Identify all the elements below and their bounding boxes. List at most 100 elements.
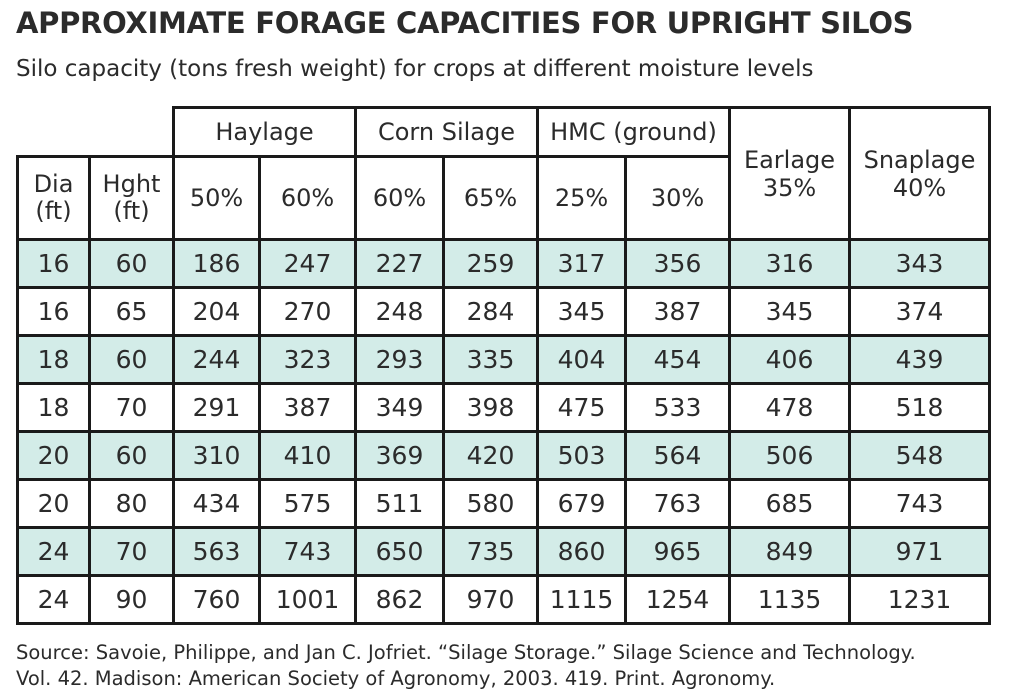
table-cell: 345 bbox=[728, 286, 851, 337]
table-row: 18 70 291 387 349 398 475 533 478 518 bbox=[16, 382, 991, 433]
table-cell: 291 bbox=[172, 382, 261, 433]
table-cell: 356 bbox=[624, 238, 731, 289]
subheader-haylage-50: 50% bbox=[172, 155, 261, 241]
table-cell: 1254 bbox=[624, 574, 731, 625]
header-dia: Dia (ft) bbox=[16, 155, 91, 241]
table-cell: 564 bbox=[624, 430, 731, 481]
table-cell: 650 bbox=[354, 526, 445, 577]
table-row: 24 90 760 1001 862 970 1115 1254 1135 12… bbox=[16, 574, 991, 625]
table-cell: 454 bbox=[624, 334, 731, 385]
table-cell: 506 bbox=[728, 430, 851, 481]
table-cell: 478 bbox=[728, 382, 851, 433]
table-cell: 743 bbox=[848, 478, 991, 529]
table-cell: 548 bbox=[848, 430, 991, 481]
table-row: 20 60 310 410 369 420 503 564 506 548 bbox=[16, 430, 991, 481]
table-header-group-row: Haylage Corn Silage HMC (ground) Earlage… bbox=[17, 106, 991, 241]
table-row: 16 60 186 247 227 259 317 356 316 343 bbox=[16, 238, 991, 289]
table-cell: 1001 bbox=[258, 574, 357, 625]
subheader-hmc-30: 30% bbox=[624, 155, 731, 241]
table-cell: 849 bbox=[728, 526, 851, 577]
subheader-hmc-25: 25% bbox=[536, 155, 627, 241]
table-cell: 533 bbox=[624, 382, 731, 433]
table-cell: 244 bbox=[172, 334, 261, 385]
table-row: 18 60 244 323 293 335 404 454 406 439 bbox=[16, 334, 991, 385]
table-cell: 1135 bbox=[728, 574, 851, 625]
table-cell: 24 bbox=[16, 574, 91, 625]
table-cell: 259 bbox=[442, 238, 539, 289]
table-cell: 60 bbox=[88, 238, 175, 289]
table-cell: 965 bbox=[624, 526, 731, 577]
header-earlage-label: Earlage bbox=[743, 145, 836, 174]
header-earlage: Earlage 35% bbox=[728, 106, 851, 241]
table-cell: 310 bbox=[172, 430, 261, 481]
table-cell: 860 bbox=[536, 526, 627, 577]
table-header-blank bbox=[17, 107, 175, 158]
table-row: 20 80 434 575 511 580 679 763 685 743 bbox=[16, 478, 991, 529]
table-cell: 20 bbox=[16, 478, 91, 529]
header-corn-silage: Corn Silage bbox=[354, 106, 539, 158]
table-cell: 65 bbox=[88, 286, 175, 337]
table-header-sub-row: Dia (ft) Hght (ft) 50% 60% 60% 65% 25% 3… bbox=[16, 155, 990, 241]
header-hght: Hght (ft) bbox=[88, 155, 175, 241]
table-cell: 284 bbox=[442, 286, 539, 337]
table-row: 16 65 204 270 248 284 345 387 345 374 bbox=[16, 286, 991, 337]
table-cell: 387 bbox=[258, 382, 357, 433]
header-snaplage-label: Snaplage bbox=[863, 145, 976, 174]
table-cell: 270 bbox=[258, 286, 357, 337]
table-cell: 763 bbox=[624, 478, 731, 529]
table-cell: 970 bbox=[442, 574, 539, 625]
table-cell: 387 bbox=[624, 286, 731, 337]
table-cell: 80 bbox=[88, 478, 175, 529]
table-cell: 420 bbox=[442, 430, 539, 481]
subheader-haylage-60: 60% bbox=[258, 155, 357, 241]
table-cell: 349 bbox=[354, 382, 445, 433]
table-cell: 18 bbox=[16, 334, 91, 385]
table-cell: 1231 bbox=[848, 574, 991, 625]
table-cell: 335 bbox=[442, 334, 539, 385]
table-cell: 70 bbox=[88, 526, 175, 577]
table-cell: 475 bbox=[536, 382, 627, 433]
table-cell: 317 bbox=[536, 238, 627, 289]
header-earlage-moisture: 35% bbox=[762, 173, 817, 202]
page-subtitle: Silo capacity (tons fresh weight) for cr… bbox=[16, 56, 814, 82]
header-hght-unit: (ft) bbox=[113, 197, 150, 225]
table-cell: 743 bbox=[258, 526, 357, 577]
table-cell: 24 bbox=[16, 526, 91, 577]
table-cell: 248 bbox=[354, 286, 445, 337]
forage-capacity-table: Haylage Corn Silage HMC (ground) Earlage… bbox=[16, 106, 991, 625]
table-cell: 580 bbox=[442, 478, 539, 529]
table-cell: 247 bbox=[258, 238, 357, 289]
table-cell: 563 bbox=[172, 526, 261, 577]
header-dia-label: Dia bbox=[33, 170, 74, 198]
header-snaplage: Snaplage 40% bbox=[848, 106, 991, 241]
table-cell: 503 bbox=[536, 430, 627, 481]
source-citation: Source: Savoie, Philippe, and Jan C. Jof… bbox=[16, 640, 916, 692]
table-cell: 374 bbox=[848, 286, 991, 337]
page-title: APPROXIMATE FORAGE CAPACITIES FOR UPRIGH… bbox=[16, 6, 914, 40]
table-cell: 345 bbox=[536, 286, 627, 337]
table-cell: 971 bbox=[848, 526, 991, 577]
table-cell: 323 bbox=[258, 334, 357, 385]
table-cell: 735 bbox=[442, 526, 539, 577]
table-cell: 90 bbox=[88, 574, 175, 625]
header-hmc-ground: HMC (ground) bbox=[536, 106, 731, 158]
table-cell: 316 bbox=[728, 238, 851, 289]
table-cell: 404 bbox=[536, 334, 627, 385]
subheader-corn-60: 60% bbox=[354, 155, 445, 241]
table-cell: 862 bbox=[354, 574, 445, 625]
table-cell: 406 bbox=[728, 334, 851, 385]
table-cell: 70 bbox=[88, 382, 175, 433]
header-dia-unit: (ft) bbox=[35, 197, 72, 225]
table-cell: 1115 bbox=[536, 574, 627, 625]
table-cell: 369 bbox=[354, 430, 445, 481]
table-cell: 60 bbox=[88, 430, 175, 481]
table-cell: 518 bbox=[848, 382, 991, 433]
table-cell: 60 bbox=[88, 334, 175, 385]
source-line-1: Source: Savoie, Philippe, and Jan C. Jof… bbox=[16, 641, 916, 664]
table-row: 24 70 563 743 650 735 860 965 849 971 bbox=[16, 526, 991, 577]
table-cell: 398 bbox=[442, 382, 539, 433]
table-cell: 16 bbox=[16, 286, 91, 337]
table-cell: 679 bbox=[536, 478, 627, 529]
table-cell: 410 bbox=[258, 430, 357, 481]
table-cell: 760 bbox=[172, 574, 261, 625]
